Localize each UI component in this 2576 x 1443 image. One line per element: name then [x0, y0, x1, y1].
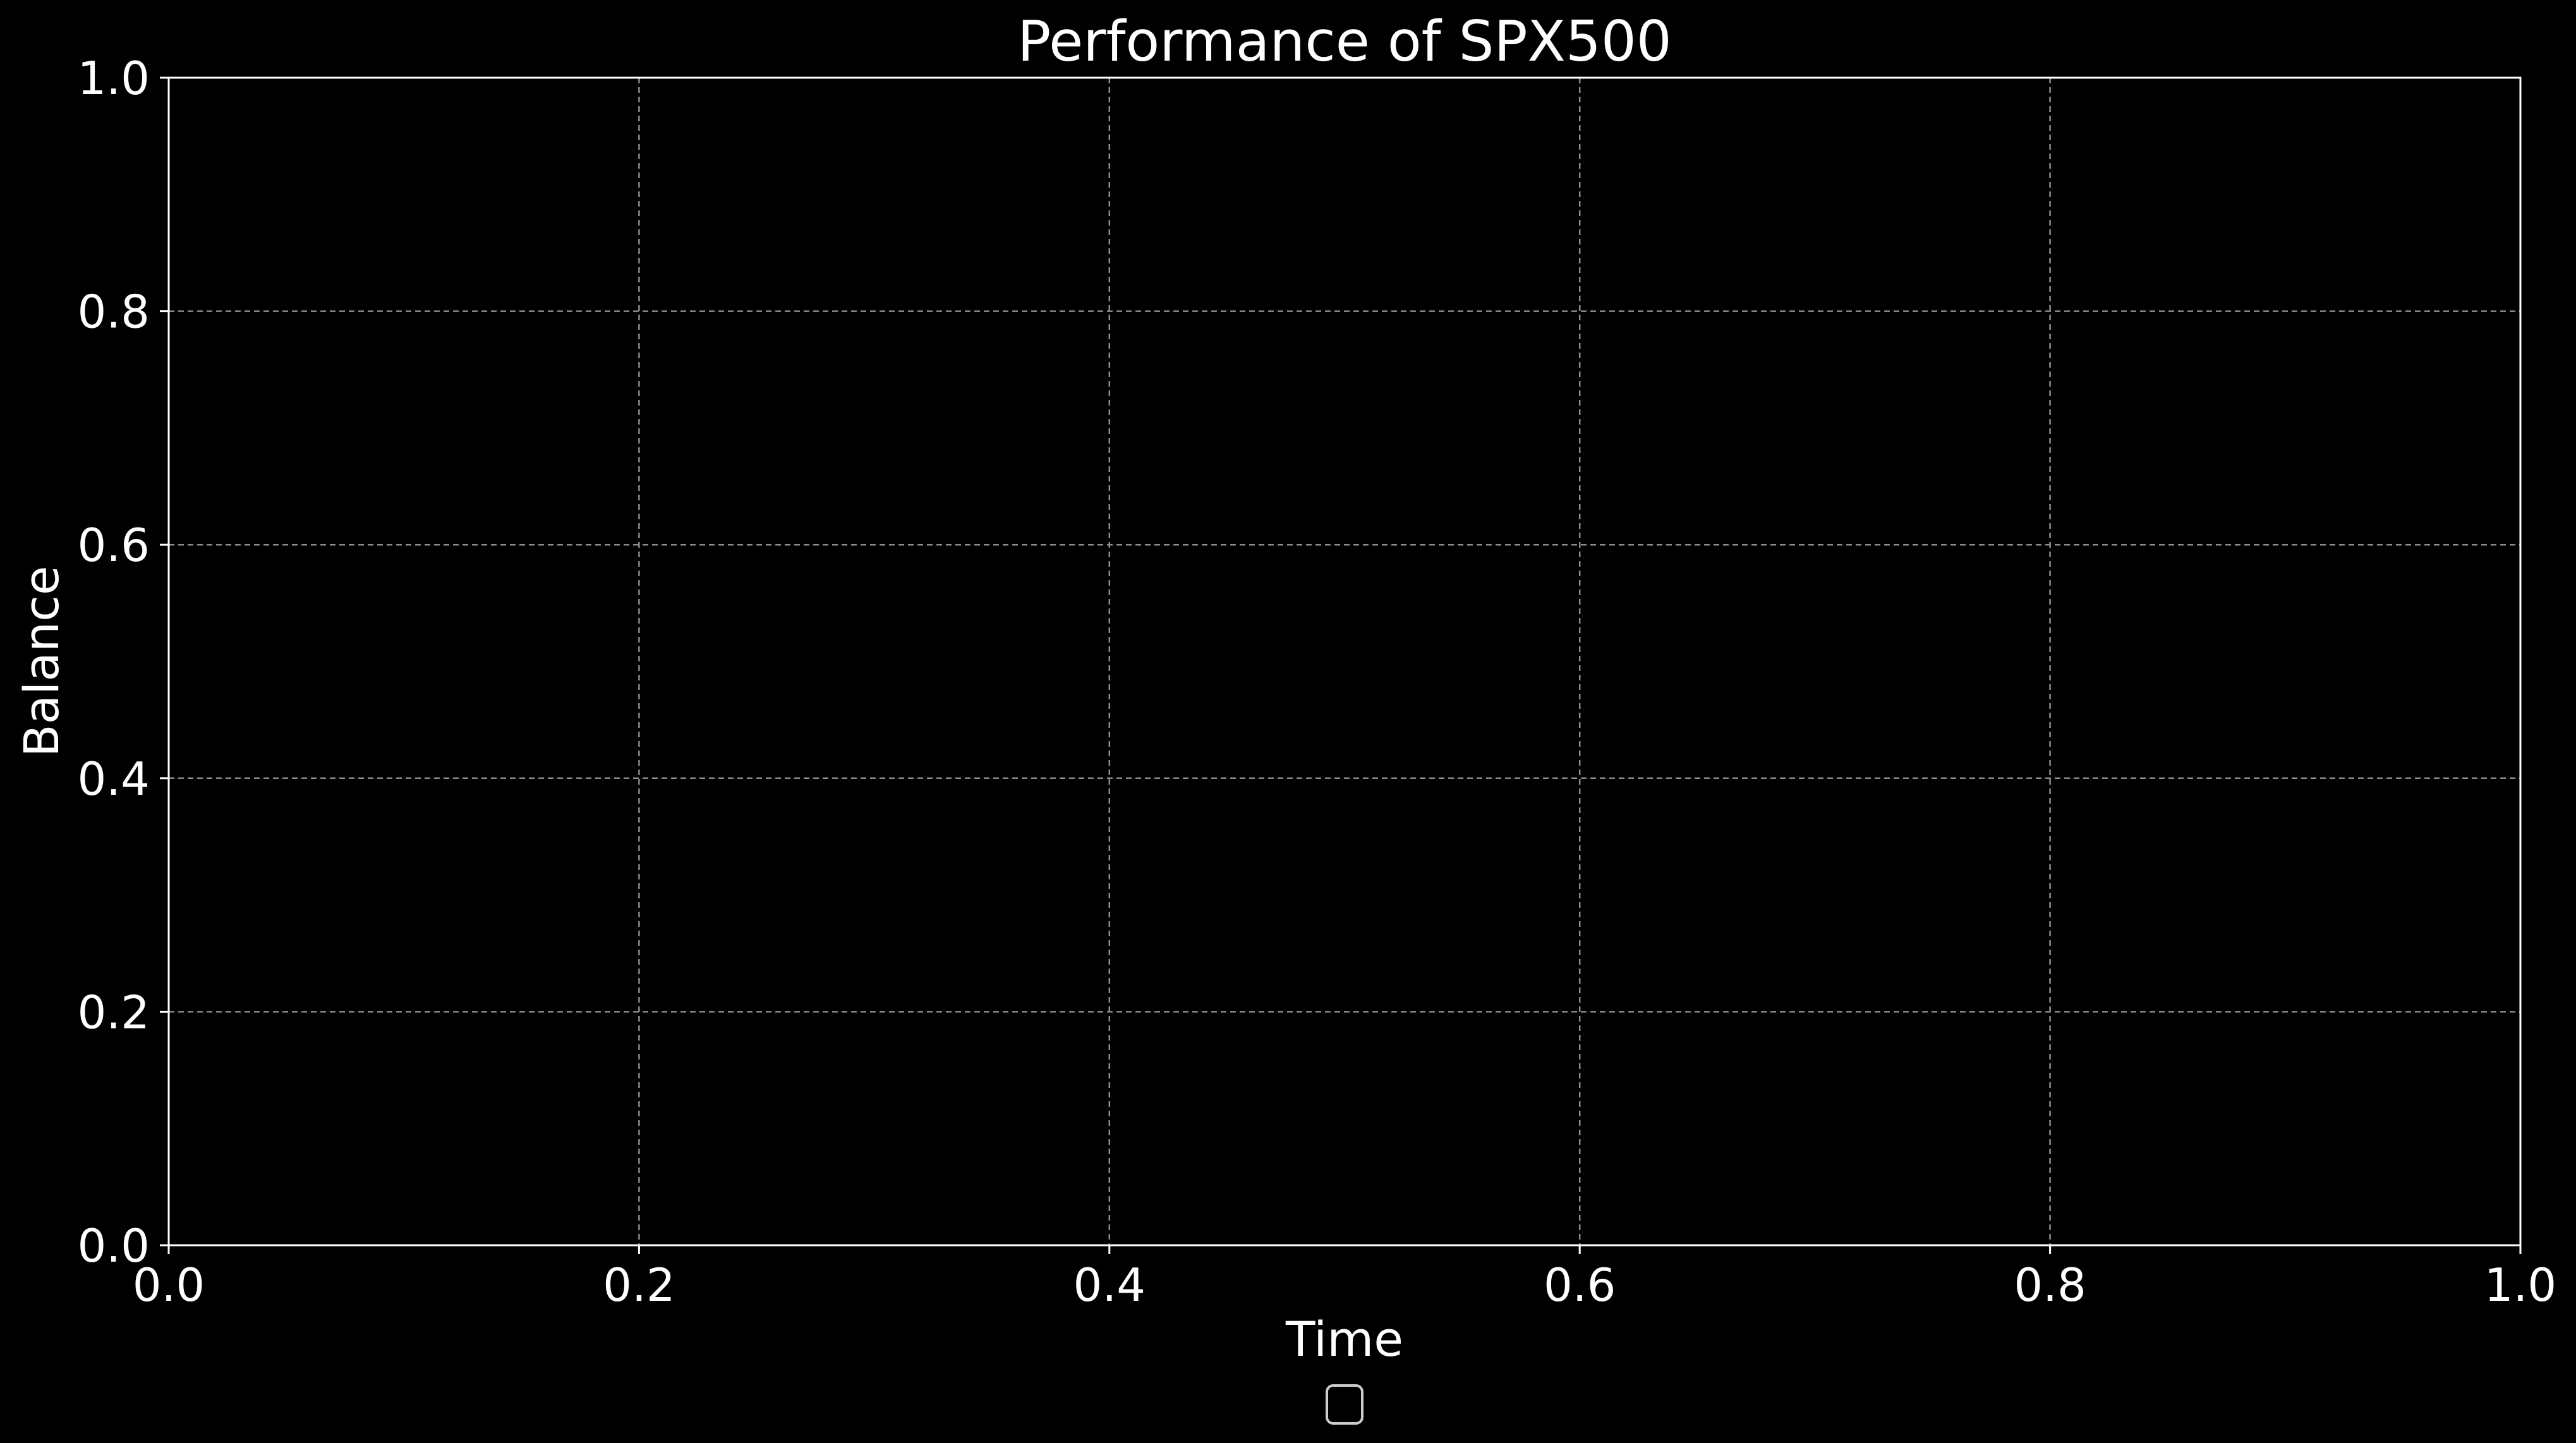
- plot-area-frame: [167, 76, 2522, 1247]
- y-tick-label: 0.8: [77, 286, 150, 339]
- y-tick-label: 0.4: [77, 752, 150, 806]
- y-axis: 0.0 0.2 0.4 0.6 0.8 1.0: [77, 52, 169, 1272]
- y-tick-label: 0.2: [77, 986, 150, 1039]
- x-tick-label: 0.8: [2014, 1259, 2086, 1312]
- x-axis-label: Time: [1285, 1311, 1403, 1367]
- x-tick-label: 0.6: [1544, 1259, 1616, 1312]
- y-tick-label: 0.0: [77, 1219, 150, 1272]
- y-tick-label: 1.0: [77, 52, 150, 105]
- y-axis-label: Balance: [13, 565, 70, 757]
- x-tick-label: 0.0: [133, 1259, 205, 1312]
- grid-lines: [169, 78, 2520, 1245]
- y-tick-label: 0.6: [77, 519, 150, 572]
- x-tick-label: 0.4: [1073, 1259, 1146, 1312]
- x-tick-label: 0.2: [603, 1259, 675, 1312]
- x-tick-label: 1.0: [2484, 1259, 2557, 1312]
- legend-box: [1326, 1384, 1364, 1425]
- x-axis: 0.0 0.2 0.4 0.6 0.8 1.0: [133, 1245, 2557, 1312]
- chart-title: Performance of SPX500: [1017, 9, 1672, 74]
